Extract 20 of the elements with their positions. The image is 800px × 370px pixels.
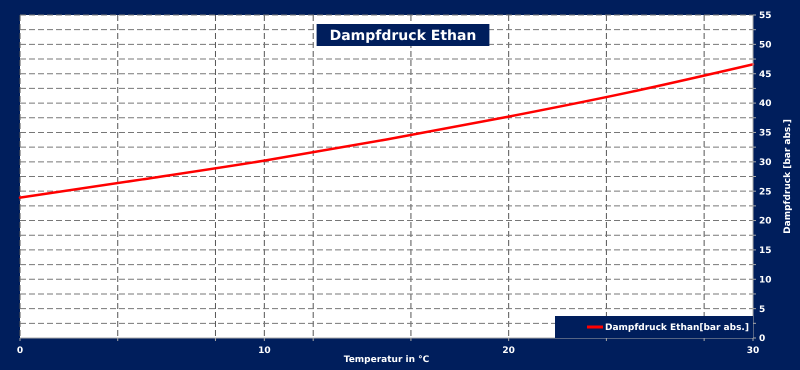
y-tick-label: 20 <box>759 216 772 227</box>
y-tick-label: 25 <box>759 187 772 198</box>
y-tick-label: 50 <box>759 40 772 51</box>
y-tick-label: 55 <box>759 11 772 22</box>
x-tick-label: 10 <box>258 346 271 356</box>
text: Dampfdruck Ethan <box>330 28 476 44</box>
x-tick-label: 0 <box>16 346 24 356</box>
y-axis-title: Dampfdruck [bar abs.] <box>783 119 793 234</box>
y-tick-label: 5 <box>759 304 766 315</box>
x-axis-title: Temperatur in °C <box>344 355 430 365</box>
y-tick-label: 15 <box>759 246 772 256</box>
y-tick-label: 40 <box>759 99 772 110</box>
legend-label: Dampfdruck Ethan[bar abs.] <box>605 323 749 334</box>
x-tick-label: 20 <box>502 346 515 356</box>
line-series <box>18 63 754 199</box>
y-tick-label: 30 <box>759 158 772 168</box>
y-tick-label: 45 <box>759 70 772 80</box>
y-tick-label: 10 <box>759 275 772 286</box>
y-tick-label: 35 <box>759 128 772 139</box>
y-tick-label: 0 <box>759 334 766 344</box>
